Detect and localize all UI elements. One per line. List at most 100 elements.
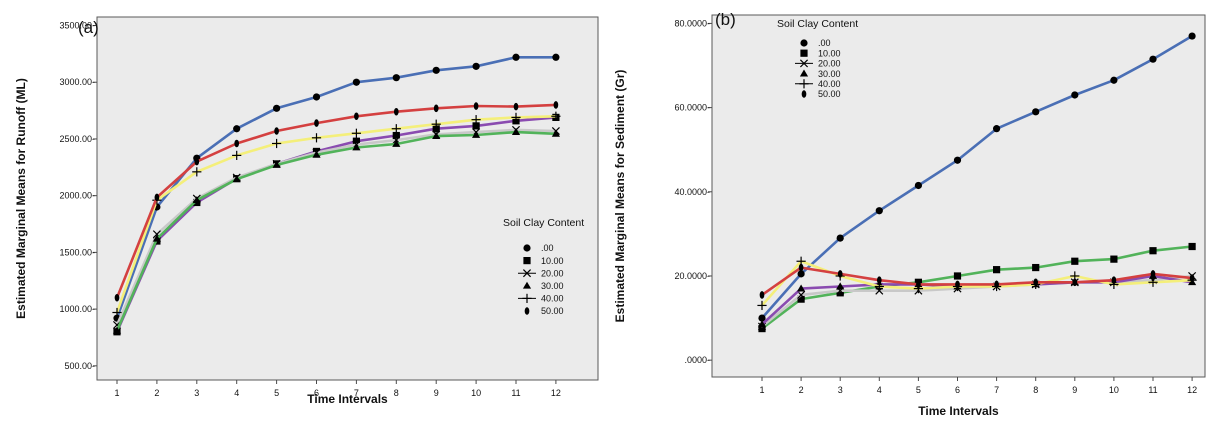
y-tick-label: .0000- xyxy=(684,355,710,365)
data-point xyxy=(836,282,845,290)
data-point xyxy=(1188,242,1196,251)
data-point xyxy=(1110,255,1118,263)
data-point xyxy=(1072,278,1078,287)
data-point xyxy=(352,137,360,145)
x-tick-label: 6 xyxy=(314,388,319,398)
x-tick-label: 7 xyxy=(994,385,999,395)
data-point xyxy=(1149,55,1157,63)
data-point xyxy=(914,181,923,190)
legend-label: 20.00 xyxy=(541,268,564,278)
data-point xyxy=(192,196,201,204)
data-point xyxy=(273,104,281,112)
series-line xyxy=(115,130,558,332)
data-point xyxy=(836,289,844,297)
x-tick-label: 1 xyxy=(759,385,764,395)
x-tick-label: 4 xyxy=(877,385,882,395)
data-point xyxy=(392,131,400,140)
data-point xyxy=(432,66,440,74)
x-axis-title: Time Intervals xyxy=(307,392,388,406)
data-point xyxy=(552,53,560,61)
data-point xyxy=(512,53,520,61)
data-point xyxy=(513,102,519,111)
data-point xyxy=(797,295,805,303)
y-tick-label: 60.0000- xyxy=(674,103,710,113)
data-point xyxy=(314,119,319,127)
series-line xyxy=(760,245,1194,330)
x-axis-title: Time Intervals xyxy=(918,404,999,418)
legend-marker xyxy=(522,269,532,278)
legend-marker xyxy=(800,49,808,57)
legend-marker xyxy=(522,281,532,289)
legend-marker xyxy=(800,39,808,47)
data-point xyxy=(272,138,282,149)
data-point xyxy=(194,157,200,166)
data-point xyxy=(433,104,439,113)
data-point xyxy=(232,150,242,160)
data-point xyxy=(797,270,805,278)
legend-marker xyxy=(524,307,530,315)
data-point xyxy=(1148,277,1158,287)
data-point xyxy=(798,263,804,272)
data-point xyxy=(994,280,999,289)
legend-label: 10.00 xyxy=(541,256,564,266)
data-point xyxy=(955,280,960,289)
data-point xyxy=(1189,274,1195,282)
data-point xyxy=(473,102,479,110)
data-point xyxy=(312,93,321,101)
y-tick-label: 40.0000- xyxy=(674,187,710,197)
data-point xyxy=(112,326,122,334)
legend-marker xyxy=(522,293,532,303)
x-tick-label: 5 xyxy=(916,385,921,395)
y-tick-label: 20.0000- xyxy=(674,271,710,281)
data-point xyxy=(354,112,359,121)
x-tick-label: 8 xyxy=(394,388,399,398)
series-line xyxy=(760,266,1194,297)
data-point xyxy=(1111,276,1117,284)
legend-label: 30.00 xyxy=(541,281,564,291)
x-tick-label: 4 xyxy=(234,388,239,398)
sediment-chart: .0000- 20.0000- 40.0000- 60.0000- 80.0000- 1 2… xyxy=(613,10,1206,418)
runoff-chart: 500.00- 1000.00- 1500.00- 2000.00- 2500.00- 3… xyxy=(14,16,599,406)
data-point xyxy=(472,122,480,130)
series-50-00 xyxy=(114,101,559,302)
x-tick-label: 6 xyxy=(955,385,960,395)
data-point xyxy=(234,139,240,148)
data-point xyxy=(993,125,1001,133)
data-point xyxy=(1188,32,1196,40)
data-point xyxy=(393,107,399,116)
data-point xyxy=(759,291,765,299)
y-tick-label: 2500.00- xyxy=(59,134,95,144)
legend-label: 50.00 xyxy=(541,306,564,316)
legend-marker xyxy=(799,79,809,89)
series-30-00 xyxy=(112,128,560,334)
data-point xyxy=(392,74,400,82)
y-tick-label: 3500.00- xyxy=(59,21,95,31)
plot-frame xyxy=(711,14,1206,378)
plot-area xyxy=(97,17,598,380)
data-point xyxy=(192,167,202,177)
legend-label: 10.00 xyxy=(818,48,841,58)
data-point xyxy=(152,234,161,242)
x-tick-label: 1 xyxy=(114,388,119,398)
data-point xyxy=(472,130,481,138)
x-tick-label: 3 xyxy=(194,388,199,398)
data-point xyxy=(352,143,361,151)
data-point xyxy=(836,234,844,242)
legend-label: 40.00 xyxy=(541,294,564,304)
y-tick-label: 3000.00- xyxy=(59,77,95,87)
data-point xyxy=(553,101,559,109)
data-point xyxy=(837,270,843,278)
panel-label: (a) xyxy=(78,18,99,37)
x-tick-label: 3 xyxy=(838,385,843,395)
y-tick-label: 80.0000- xyxy=(674,18,710,28)
x-tick-label: 12 xyxy=(1187,385,1197,395)
data-point xyxy=(352,78,360,86)
y-axis-title: Estimated Marginal Means for Runoff (ML) xyxy=(14,78,28,319)
series-40-00 xyxy=(112,111,561,318)
x-tick-label: 8 xyxy=(1033,385,1038,395)
x-tick-label: 9 xyxy=(434,388,439,398)
panel-label: (b) xyxy=(715,10,736,29)
data-point xyxy=(272,160,281,168)
data-point xyxy=(916,280,921,289)
